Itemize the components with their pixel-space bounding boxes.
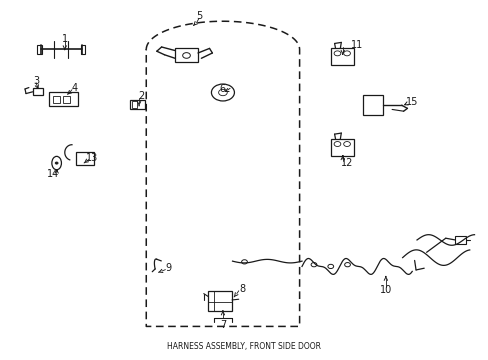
Bar (454, 237, 465, 243)
Text: 15: 15 (405, 97, 418, 107)
Text: 12: 12 (341, 158, 353, 168)
Bar (76, 153, 94, 165)
Text: 13: 13 (86, 153, 98, 163)
Bar (132, 101, 137, 108)
Bar (175, 48, 198, 62)
Text: 2: 2 (138, 91, 144, 101)
Bar (330, 48, 353, 66)
Text: 4: 4 (71, 82, 77, 93)
Circle shape (55, 162, 58, 164)
Bar (33, 88, 43, 95)
Bar (130, 100, 144, 109)
Bar (208, 291, 232, 311)
Text: 11: 11 (350, 40, 363, 50)
Bar (363, 95, 382, 115)
Text: HARNESS ASSEMBLY, FRONT SIDE DOOR: HARNESS ASSEMBLY, FRONT SIDE DOOR (167, 342, 321, 351)
Text: 8: 8 (239, 284, 244, 294)
Text: 5: 5 (196, 11, 202, 21)
Text: 10: 10 (379, 285, 391, 295)
Bar (37, 45, 41, 54)
Text: 9: 9 (165, 263, 171, 273)
Text: 14: 14 (46, 168, 59, 179)
Text: 3: 3 (33, 76, 39, 86)
Bar (81, 45, 85, 54)
Text: 6: 6 (220, 84, 225, 94)
Bar (330, 139, 353, 156)
Bar (49, 92, 78, 106)
Text: 7: 7 (220, 320, 225, 330)
Text: 1: 1 (61, 34, 68, 44)
Bar (53, 96, 60, 103)
Bar (63, 96, 70, 103)
